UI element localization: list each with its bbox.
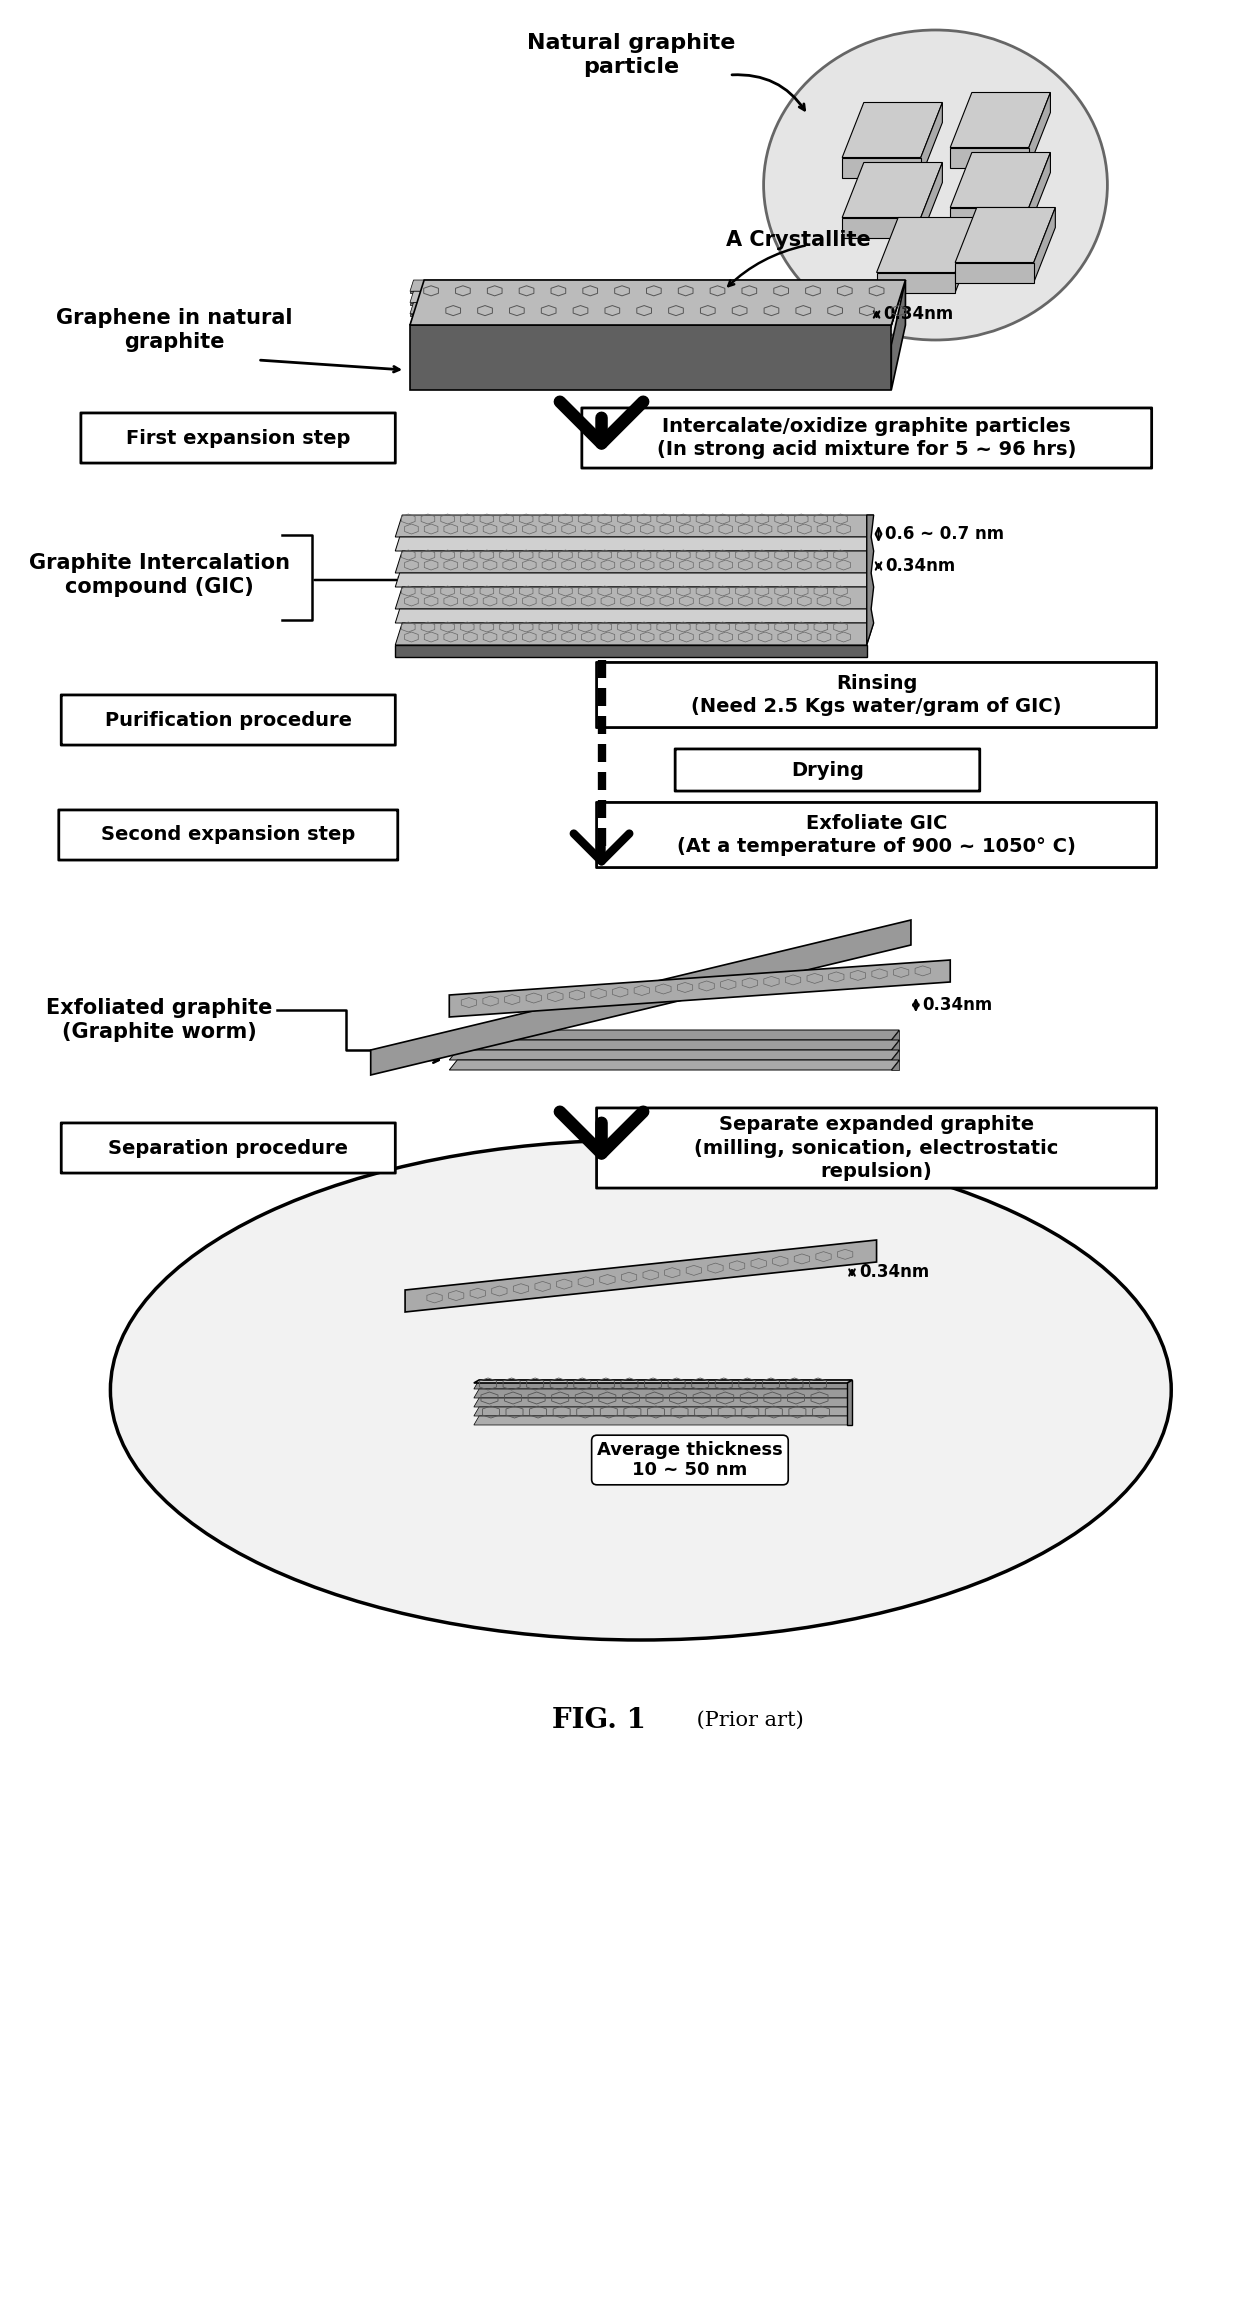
Polygon shape <box>396 588 874 609</box>
Polygon shape <box>867 514 874 645</box>
FancyBboxPatch shape <box>596 662 1157 728</box>
Text: 0.34nm: 0.34nm <box>885 558 956 574</box>
Text: Purification procedure: Purification procedure <box>104 710 352 728</box>
Polygon shape <box>892 290 895 304</box>
FancyBboxPatch shape <box>61 694 396 745</box>
Text: 0.6 ~ 0.7 nm: 0.6 ~ 0.7 nm <box>885 526 1004 544</box>
FancyBboxPatch shape <box>61 1123 396 1173</box>
Polygon shape <box>892 1040 899 1051</box>
Text: Average thickness
10 ~ 50 nm: Average thickness 10 ~ 50 nm <box>598 1441 782 1480</box>
Polygon shape <box>371 920 911 1074</box>
Polygon shape <box>842 161 942 217</box>
Ellipse shape <box>110 1141 1172 1639</box>
Polygon shape <box>877 217 977 272</box>
Text: First expansion step: First expansion step <box>126 429 350 447</box>
Polygon shape <box>1029 152 1050 228</box>
Polygon shape <box>950 207 1029 228</box>
Polygon shape <box>892 1051 899 1060</box>
Polygon shape <box>842 217 921 237</box>
Polygon shape <box>410 325 892 390</box>
Polygon shape <box>892 1060 899 1070</box>
Polygon shape <box>892 313 895 327</box>
Polygon shape <box>449 959 950 1017</box>
Polygon shape <box>842 101 942 157</box>
Polygon shape <box>410 290 895 302</box>
Polygon shape <box>405 1240 877 1312</box>
FancyBboxPatch shape <box>81 413 396 463</box>
FancyBboxPatch shape <box>582 408 1152 468</box>
Polygon shape <box>842 157 921 177</box>
Text: Second expansion step: Second expansion step <box>102 825 356 844</box>
Text: (Prior art): (Prior art) <box>689 1710 804 1729</box>
Polygon shape <box>921 161 942 237</box>
Text: 0.34nm: 0.34nm <box>923 996 993 1014</box>
Polygon shape <box>892 279 905 390</box>
Text: Separation procedure: Separation procedure <box>108 1139 348 1157</box>
Polygon shape <box>950 152 1050 207</box>
Polygon shape <box>892 279 905 325</box>
Polygon shape <box>950 148 1029 168</box>
Polygon shape <box>474 1381 852 1383</box>
Polygon shape <box>955 263 1034 284</box>
Polygon shape <box>396 622 874 645</box>
Text: Graphite Intercalation
compound (GIC): Graphite Intercalation compound (GIC) <box>29 553 290 597</box>
Polygon shape <box>1029 92 1050 168</box>
Polygon shape <box>950 92 1050 148</box>
Polygon shape <box>877 272 955 293</box>
Polygon shape <box>396 609 872 622</box>
Polygon shape <box>410 279 895 290</box>
Polygon shape <box>449 1060 899 1070</box>
Polygon shape <box>396 645 867 657</box>
FancyBboxPatch shape <box>596 802 1157 867</box>
Text: Intercalate/oxidize graphite particles
(In strong acid mixture for 5 ~ 96 hrs): Intercalate/oxidize graphite particles (… <box>657 417 1076 459</box>
Text: Graphene in natural
graphite: Graphene in natural graphite <box>56 309 293 353</box>
Text: 0.34nm: 0.34nm <box>883 304 954 323</box>
Polygon shape <box>474 1399 852 1406</box>
Polygon shape <box>892 279 895 293</box>
Text: A Crystallite: A Crystallite <box>725 230 870 249</box>
Polygon shape <box>410 302 895 313</box>
Polygon shape <box>847 1381 852 1424</box>
FancyBboxPatch shape <box>675 749 980 791</box>
Polygon shape <box>955 207 1055 263</box>
Text: FIG. 1: FIG. 1 <box>552 1706 646 1733</box>
Polygon shape <box>892 302 895 316</box>
Polygon shape <box>396 574 872 588</box>
Polygon shape <box>449 1051 899 1060</box>
Text: Drying: Drying <box>791 761 864 779</box>
Polygon shape <box>474 1390 852 1399</box>
Polygon shape <box>1034 207 1055 284</box>
Text: Exfoliate GIC
(At a temperature of 900 ~ 1050° C): Exfoliate GIC (At a temperature of 900 ~… <box>677 814 1076 855</box>
Polygon shape <box>474 1415 852 1424</box>
Polygon shape <box>449 1030 899 1040</box>
FancyBboxPatch shape <box>58 809 398 860</box>
Polygon shape <box>396 537 872 551</box>
Polygon shape <box>396 514 874 537</box>
Polygon shape <box>921 101 942 177</box>
Polygon shape <box>410 313 895 325</box>
Polygon shape <box>474 1406 852 1415</box>
Polygon shape <box>474 1381 852 1390</box>
Polygon shape <box>892 1030 899 1040</box>
Text: Exfoliated graphite
(Graphite worm): Exfoliated graphite (Graphite worm) <box>46 998 273 1042</box>
Text: Rinsing
(Need 2.5 Kgs water/gram of GIC): Rinsing (Need 2.5 Kgs water/gram of GIC) <box>692 673 1061 717</box>
Text: Natural graphite
particle: Natural graphite particle <box>527 32 735 76</box>
FancyBboxPatch shape <box>596 1109 1157 1187</box>
Text: Separate expanded graphite
(milling, sonication, electrostatic
repulsion): Separate expanded graphite (milling, son… <box>694 1116 1059 1180</box>
Polygon shape <box>410 279 905 325</box>
Polygon shape <box>396 551 874 574</box>
Text: 0.34nm: 0.34nm <box>859 1263 929 1282</box>
Polygon shape <box>955 217 977 293</box>
Ellipse shape <box>764 30 1107 341</box>
Polygon shape <box>449 1040 899 1051</box>
